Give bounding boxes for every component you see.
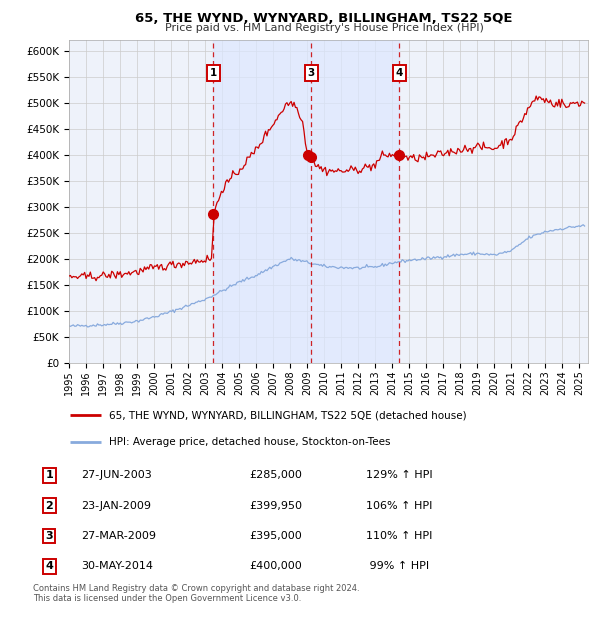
Text: 3: 3 [46, 531, 53, 541]
Text: 65, THE WYND, WYNYARD, BILLINGHAM, TS22 5QE: 65, THE WYND, WYNYARD, BILLINGHAM, TS22 … [135, 12, 513, 25]
Text: Price paid vs. HM Land Registry's House Price Index (HPI): Price paid vs. HM Land Registry's House … [164, 23, 484, 33]
Text: 129% ↑ HPI: 129% ↑ HPI [366, 470, 433, 480]
Text: £395,000: £395,000 [249, 531, 302, 541]
Text: £399,950: £399,950 [249, 500, 302, 511]
Text: 65, THE WYND, WYNYARD, BILLINGHAM, TS22 5QE (detached house): 65, THE WYND, WYNYARD, BILLINGHAM, TS22 … [109, 410, 467, 420]
Bar [213, 40, 311, 363]
Text: 110% ↑ HPI: 110% ↑ HPI [366, 531, 433, 541]
Text: 23-JAN-2009: 23-JAN-2009 [81, 500, 151, 511]
Text: HPI: Average price, detached house, Stockton-on-Tees: HPI: Average price, detached house, Stoc… [109, 436, 391, 446]
Text: 106% ↑ HPI: 106% ↑ HPI [366, 500, 433, 511]
Text: 3: 3 [308, 68, 315, 78]
Text: 30-MAY-2014: 30-MAY-2014 [81, 561, 153, 572]
Text: 1: 1 [46, 470, 53, 480]
Text: 27-JUN-2003: 27-JUN-2003 [81, 470, 152, 480]
Text: 27-MAR-2009: 27-MAR-2009 [81, 531, 156, 541]
Bar [311, 40, 399, 363]
Text: £400,000: £400,000 [249, 561, 302, 572]
Text: 2: 2 [46, 500, 53, 511]
Text: 1: 1 [209, 68, 217, 78]
Text: Contains HM Land Registry data © Crown copyright and database right 2024.
This d: Contains HM Land Registry data © Crown c… [33, 584, 359, 603]
Text: £285,000: £285,000 [249, 470, 302, 480]
Text: 4: 4 [395, 68, 403, 78]
Text: 4: 4 [45, 561, 53, 572]
Text: 99% ↑ HPI: 99% ↑ HPI [366, 561, 429, 572]
